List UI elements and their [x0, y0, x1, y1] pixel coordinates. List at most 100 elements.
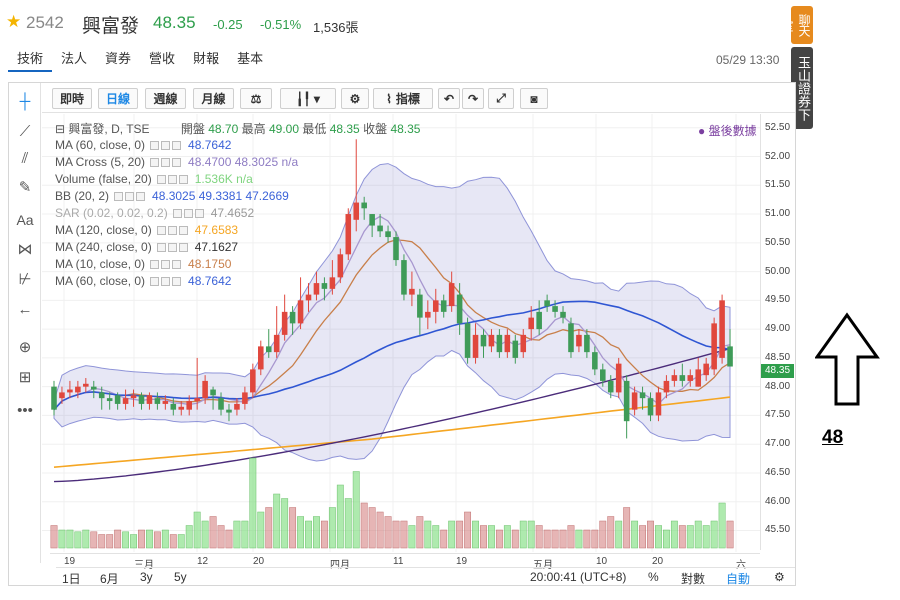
- monthly-button[interactable]: 月線: [193, 88, 234, 109]
- redo-icon[interactable]: ↷: [462, 88, 484, 109]
- y-tick-label: 49.00: [765, 323, 791, 335]
- legend-row-controls[interactable]: [156, 172, 190, 186]
- candle-type-icon[interactable]: ╽╿ ▾: [280, 88, 336, 109]
- auto-toggle[interactable]: 自動: [726, 572, 751, 586]
- candle-body: [377, 225, 383, 232]
- more-icon[interactable]: •••: [17, 401, 33, 419]
- weekly-button[interactable]: 週線: [145, 88, 186, 109]
- volume-bar: [217, 525, 225, 549]
- volume-bar: [336, 484, 344, 549]
- log-toggle[interactable]: 對數: [681, 572, 706, 586]
- compare-icon[interactable]: ⚖: [240, 88, 272, 109]
- candle-body: [727, 346, 733, 367]
- chatroom-button[interactable]: 聊天室: [780, 6, 813, 44]
- tab-institutional[interactable]: 法人: [61, 51, 88, 66]
- volume-bar: [607, 516, 615, 549]
- tab-financials[interactable]: 財報: [193, 51, 220, 66]
- legend-collapse-icon[interactable]: ⊟: [55, 122, 66, 136]
- candle-body: [59, 392, 65, 399]
- legend-row-controls[interactable]: [150, 274, 183, 288]
- candle-body: [51, 386, 57, 410]
- price-chart[interactable]: [42, 114, 760, 552]
- price-scale[interactable]: 52.50 52.00 51.50 51.00 50.50 50.00 49.50 49.00…: [760, 114, 796, 550]
- candle-body: [592, 352, 598, 370]
- candle-body: [631, 392, 638, 410]
- volume-bar: [543, 529, 551, 549]
- legend-row-controls[interactable]: [172, 206, 206, 220]
- bottom-settings-icon[interactable]: ⚙: [774, 570, 785, 584]
- y-tick-label: 52.00: [765, 150, 791, 162]
- legend-row-controls[interactable]: [156, 240, 190, 254]
- x-tick-label: 12: [197, 556, 209, 567]
- tab-basics[interactable]: 基本: [237, 51, 264, 66]
- candle-body: [464, 323, 471, 358]
- favorite-star-icon[interactable]: ★: [6, 12, 22, 31]
- brush-icon[interactable]: ✎: [18, 179, 32, 196]
- volume-bar: [106, 534, 114, 549]
- candle-body: [425, 311, 431, 318]
- legend-row-values: 47.6583: [194, 223, 239, 237]
- legend-row-controls[interactable]: [150, 138, 183, 152]
- candle-body: [75, 386, 81, 393]
- trend-line-icon[interactable]: ⟋: [19, 122, 31, 140]
- text-tool-icon[interactable]: Aa: [16, 212, 34, 228]
- fullscreen-icon[interactable]: ⤢: [488, 88, 514, 109]
- y-tick-label: 46.50: [765, 466, 791, 478]
- intraday-button[interactable]: 即時: [52, 88, 92, 109]
- candle-body: [265, 346, 272, 353]
- candle-body: [114, 395, 121, 404]
- zoom-icon[interactable]: ⊕: [18, 339, 32, 356]
- tab-technical[interactable]: 技術: [8, 50, 53, 72]
- after-hours-link[interactable]: ● 盤後數據: [698, 124, 757, 138]
- ruler-icon[interactable]: ⊞: [18, 369, 32, 386]
- legend-high: 49.00: [268, 122, 299, 136]
- legend-row: Volume (false, 20) 1.536K n/a: [55, 171, 253, 187]
- pattern-icon[interactable]: ⋈: [17, 241, 33, 258]
- y-tick-label: 49.50: [765, 294, 791, 306]
- volume-bar: [153, 531, 161, 549]
- legend-row-controls[interactable]: [150, 257, 183, 271]
- volume-bar: [718, 502, 726, 549]
- daily-button[interactable]: 日線: [98, 88, 138, 109]
- fib-tool-icon[interactable]: ⫽: [21, 149, 29, 167]
- volume-bar: [488, 525, 495, 549]
- tab-revenue[interactable]: 營收: [149, 51, 176, 66]
- range-5y[interactable]: 5y: [174, 570, 187, 584]
- candle-body: [170, 403, 177, 410]
- candle-body: [615, 363, 622, 393]
- ma60-line: [53, 300, 731, 411]
- candle-body: [337, 254, 344, 278]
- volume-bar: [98, 534, 106, 549]
- legend-row-controls[interactable]: [114, 189, 147, 203]
- camera-icon[interactable]: ◙: [520, 88, 548, 109]
- candle-body: [544, 300, 550, 307]
- legend-row: MA (10, close, 0) 48.1750: [55, 256, 231, 272]
- legend-symbol: 興富發, D, TSE: [68, 122, 150, 136]
- range-6m[interactable]: 6月: [100, 572, 119, 586]
- crosshair-icon[interactable]: ┼: [19, 92, 31, 110]
- legend-row-values: 48.4700 48.3025 n/a: [188, 155, 299, 169]
- candle-body: [440, 300, 447, 312]
- volume-bar: [114, 529, 122, 549]
- legend-row: BB (20, 2) 48.3025 49.3381 47.2669: [55, 188, 289, 204]
- legend-row-controls[interactable]: [150, 155, 183, 169]
- settings-gear-icon[interactable]: ⚙: [341, 88, 369, 109]
- tab-margin[interactable]: 資券: [105, 51, 132, 66]
- volume-bar: [615, 520, 623, 549]
- undo-icon[interactable]: ↶: [438, 88, 460, 109]
- range-3y[interactable]: 3y: [140, 570, 153, 584]
- info-tabs: 技術 法人 資券 營收 財報 基本: [8, 50, 272, 72]
- measure-icon[interactable]: ⊬: [18, 271, 32, 288]
- percent-toggle[interactable]: %: [648, 570, 659, 584]
- range-1d[interactable]: 1日: [62, 572, 81, 586]
- arrow-left-icon[interactable]: ←: [17, 300, 33, 318]
- candle-body: [409, 288, 415, 295]
- volume-bar: [416, 516, 424, 549]
- indicators-button[interactable]: ⌇ 指標: [373, 88, 433, 109]
- y-tick-label: 48.00: [765, 380, 791, 392]
- volume-bar: [265, 507, 273, 549]
- legend-open-label: 開盤: [180, 122, 205, 136]
- time-axis[interactable]: 19 三月 12 20 四月 11 19 五月 10 20 六: [50, 553, 760, 571]
- legend-row-label: MA (240, close, 0): [55, 240, 152, 254]
- legend-row-controls[interactable]: [156, 223, 190, 237]
